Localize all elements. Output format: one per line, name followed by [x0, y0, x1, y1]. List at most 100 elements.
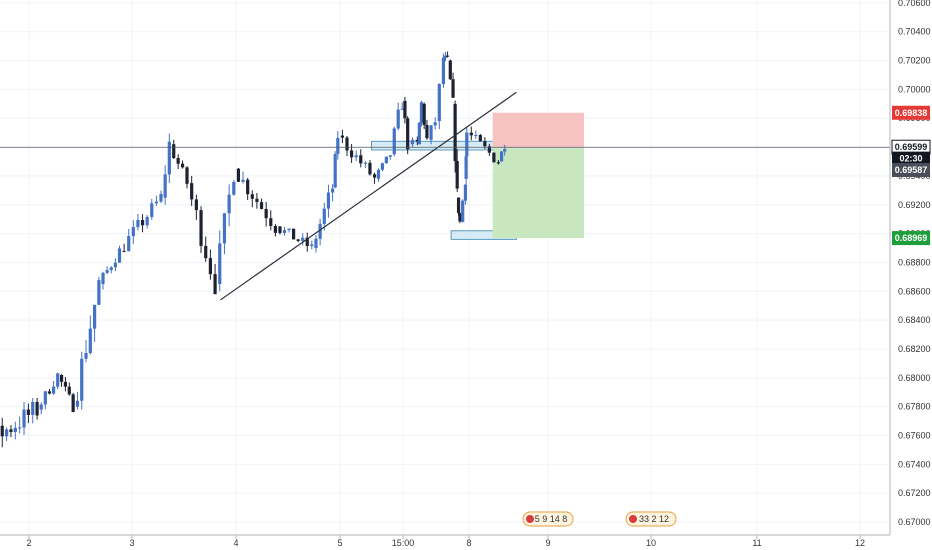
y-tick-label: 0.68000 — [898, 373, 931, 383]
candle-body — [213, 274, 217, 295]
candle-body — [400, 108, 404, 110]
event-marker[interactable]: 33 2 12 — [625, 511, 677, 527]
candle-body — [159, 193, 163, 202]
candle-body — [455, 161, 459, 189]
candle-body — [140, 219, 145, 226]
candle-body — [419, 102, 424, 123]
candle-body — [425, 125, 429, 139]
candle-body — [122, 250, 126, 252]
candle-body — [22, 409, 26, 428]
candle-body — [359, 155, 363, 164]
event-marker-badge — [625, 511, 677, 527]
candle-body — [167, 141, 171, 175]
candle-body — [445, 55, 450, 57]
y-tick-label: 0.70000 — [898, 84, 931, 94]
candle-body — [43, 391, 47, 405]
candle-body — [437, 84, 441, 122]
event-markers[interactable]: 5 9 14 8 33 2 12 — [522, 511, 677, 527]
candle-body — [259, 202, 264, 209]
x-tick-label: 11 — [752, 538, 761, 548]
candle-body — [376, 169, 381, 179]
candle-body — [246, 179, 250, 195]
candle-body — [287, 228, 291, 231]
candle-body — [392, 128, 396, 155]
target-zone-box — [492, 147, 585, 239]
candle-body — [461, 200, 465, 223]
candle-body — [453, 103, 457, 162]
candle-body — [199, 210, 203, 246]
price-tag-box — [892, 231, 930, 246]
candle-body — [172, 144, 176, 159]
candle-body — [9, 429, 13, 432]
candle-body — [349, 150, 354, 158]
candle-body — [368, 162, 372, 175]
candle-body — [250, 194, 254, 199]
y-tick-label: 0.70600 — [898, 0, 931, 8]
x-tick-label: 3 — [129, 538, 134, 548]
y-tick-label: 0.70400 — [898, 27, 931, 37]
event-marker-label: 5 9 14 8 — [535, 514, 568, 524]
event-marker[interactable]: 5 9 14 8 — [522, 511, 574, 527]
time-axis[interactable]: 2 3 4 5 15:00 8 9 10 11 12 — [26, 535, 865, 548]
candle-body — [396, 109, 400, 129]
candle-body — [47, 391, 52, 394]
candle-body — [499, 151, 504, 162]
trendline[interactable] — [220, 91, 517, 301]
candle-body — [415, 139, 419, 142]
candle-body — [63, 381, 68, 387]
drawings — [0, 91, 890, 301]
candle-body — [380, 163, 385, 170]
candle-body — [354, 155, 358, 158]
price-tags: 0.69838 0.69599 02:300.69587 0.68969 — [891, 105, 931, 246]
x-tick-label: 8 — [466, 538, 471, 548]
candle-body — [255, 198, 259, 203]
candle-body — [388, 155, 392, 157]
candle-body — [292, 228, 296, 240]
price-tag-target: 0.68969 — [892, 231, 930, 246]
candle-body — [67, 386, 71, 395]
candle-body — [340, 135, 344, 138]
candle-body — [458, 213, 462, 222]
candle-body — [194, 199, 198, 211]
candle-body — [84, 353, 88, 359]
candle-body — [163, 174, 167, 198]
candle-body — [136, 219, 140, 228]
candle-body — [71, 394, 75, 412]
candle-body — [443, 55, 448, 58]
candle-body — [503, 148, 507, 152]
y-tick-label: 0.67400 — [898, 459, 931, 469]
candle-body — [301, 237, 305, 241]
candle-body — [0, 425, 4, 437]
candle-body — [97, 280, 101, 305]
candle-body — [336, 138, 340, 154]
x-tick-label: 9 — [545, 538, 550, 548]
candle-body — [241, 179, 245, 182]
candle-body — [59, 374, 64, 382]
candle-body — [456, 197, 461, 214]
candle-body — [441, 57, 446, 85]
candle-body — [227, 194, 231, 214]
candle-body — [13, 427, 17, 432]
candle-body — [88, 328, 92, 354]
price-tag-box — [892, 151, 930, 166]
candle-body — [26, 409, 30, 415]
x-tick-label: 10 — [646, 538, 656, 548]
candle-body — [269, 218, 273, 226]
x-tick-label: 15:00 — [392, 538, 415, 548]
candle-body — [496, 162, 500, 164]
y-tick-label: 0.68800 — [898, 257, 931, 267]
candle-body — [331, 188, 335, 193]
candle-body — [296, 239, 300, 241]
candle-body — [185, 167, 189, 184]
y-tick-label: 0.68400 — [898, 315, 931, 325]
candle-body — [222, 213, 227, 244]
candle-body — [429, 125, 433, 140]
candle-body — [56, 373, 60, 387]
candle-body — [474, 135, 478, 137]
y-tick-label: 0.67600 — [898, 430, 931, 440]
candle-body — [314, 238, 318, 249]
event-marker-label: 33 2 12 — [639, 514, 669, 524]
candle-body — [487, 146, 491, 153]
